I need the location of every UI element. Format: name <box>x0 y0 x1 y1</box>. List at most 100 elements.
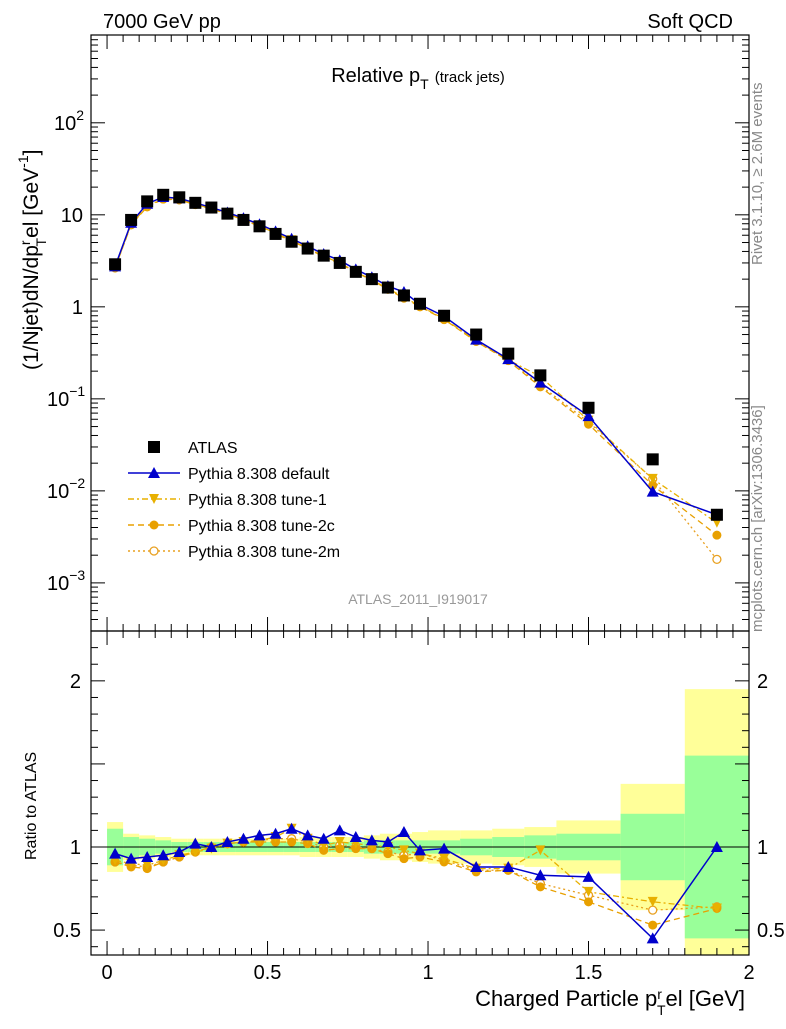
point-data <box>534 369 547 382</box>
main-panel-series <box>109 188 723 565</box>
x-tick-label: 0.5 <box>254 962 282 984</box>
x-tick-label: 2 <box>743 962 754 984</box>
ratio-point-default <box>189 837 202 849</box>
point-tune2c <box>648 480 658 490</box>
series-line-tune2c <box>114 198 718 536</box>
point-data <box>141 195 154 208</box>
ratio-point-default <box>301 829 314 841</box>
point-data <box>470 328 483 341</box>
legend-label-data: ATLAS <box>188 440 238 457</box>
ratio-point-tune1 <box>190 846 201 857</box>
ratio-point-default <box>285 822 298 834</box>
legend-label-tune2m: Pythia 8.308 tune-2m <box>188 544 340 561</box>
ratio-panel-axes: 0 0.5 1 1.5 20.5 0.51 12 2 <box>53 630 785 984</box>
point-data <box>349 265 362 278</box>
mcplots-label: mcplots.cern.ch [arXiv:1306.3436] <box>749 405 766 632</box>
x-axis-label: Charged Particle pr Tel [GeV] <box>475 986 745 1018</box>
point-data <box>125 213 138 226</box>
point-data <box>157 188 170 201</box>
ratio-point-default <box>317 832 330 844</box>
x-tick-label: 1.5 <box>575 962 603 984</box>
ratio-point-default <box>173 845 186 857</box>
point-data <box>173 191 186 204</box>
point-data <box>301 242 314 255</box>
ratio-point-default <box>269 827 282 839</box>
point-data <box>582 401 595 414</box>
ratio-point-default <box>438 842 451 854</box>
ratio-point-tune1 <box>647 896 658 907</box>
ratio-point-default <box>125 852 138 864</box>
legend-marker-tune2m <box>149 546 159 556</box>
ratio-point-tune1 <box>535 845 546 856</box>
ratio-point-default <box>534 869 547 881</box>
ratio-point-default <box>157 849 170 861</box>
ratio-y-tick-label: 2 <box>70 671 81 693</box>
ratio-panel-frame <box>90 630 750 956</box>
ratio-point-tune2c <box>584 897 594 907</box>
point-data <box>502 347 515 360</box>
ratio-point-default <box>710 841 723 852</box>
ratio-point-tune2c <box>648 920 658 930</box>
legend-marker-tune1 <box>149 494 159 504</box>
ratio-y-axis-label: Ratio to ATLAS <box>23 752 40 860</box>
ratio-point-default <box>646 932 659 944</box>
legend-marker-default <box>148 467 160 478</box>
ratio-line-tune1 <box>114 827 717 910</box>
point-data <box>205 201 218 214</box>
ratio-point-default <box>333 824 346 836</box>
point-data <box>189 196 202 209</box>
point-data <box>317 249 330 262</box>
header-right: Soft QCD <box>647 11 733 33</box>
ratio-point-default <box>253 829 266 841</box>
legend-label-default: Pythia 8.308 default <box>188 466 330 483</box>
y-tick-label: 10−1 <box>47 383 85 411</box>
point-data <box>438 309 451 322</box>
point-tune2m <box>712 554 722 565</box>
point-default <box>646 485 659 497</box>
point-data <box>269 227 282 240</box>
ratio-point-tune2m <box>648 905 658 915</box>
y-tick-label: 102 <box>54 107 84 135</box>
point-data <box>710 508 723 521</box>
x-tick-label: 0 <box>101 962 112 984</box>
main-title: Relative pT (track jets) <box>331 65 505 92</box>
header-left: 7000 GeV pp <box>103 11 221 33</box>
ratio-point-tune1 <box>583 886 594 897</box>
point-data <box>646 453 659 466</box>
point-default <box>582 410 595 422</box>
ratio-point-tune1 <box>334 837 345 848</box>
ratio-point-default <box>221 836 234 848</box>
main-y-axis-label: (1/Njet)dN/dprTel [GeV-1] <box>15 150 49 370</box>
ratio-y-tick-label-right: 2 <box>757 671 768 693</box>
ratio-y-tick-label-right: 1 <box>757 837 768 859</box>
ratio-point-default <box>141 850 154 862</box>
point-data <box>397 289 410 302</box>
legend: ATLAS Pythia 8.308 default Pythia 8.308 tu… <box>128 440 340 561</box>
legend-label-tune2c: Pythia 8.308 tune-2c <box>188 518 335 535</box>
ratio-point-default <box>397 826 410 838</box>
y-tick-label: 10−3 <box>47 567 85 595</box>
ratio-point-tune2c <box>383 849 393 859</box>
legend-marker-data <box>148 441 160 453</box>
ratio-panel-background <box>91 689 749 955</box>
y-tick-label: 1 <box>72 297 83 319</box>
ratio-point-default <box>365 834 378 846</box>
point-data <box>381 281 394 294</box>
legend-marker-tune2c <box>149 520 159 530</box>
ratio-y-tick-label: 1 <box>70 837 81 859</box>
ratio-point-tune1 <box>142 860 153 871</box>
point-data <box>365 273 378 286</box>
main-panel-frame <box>90 34 750 632</box>
point-data <box>109 258 122 271</box>
ratio-point-tune2c <box>287 837 297 847</box>
main-panel-axes: 10−3 10−2 10−1 1 10 102 <box>47 34 750 632</box>
ratio-y-tick-label-right: 0.5 <box>757 920 785 942</box>
legend-label-tune1: Pythia 8.308 tune-1 <box>188 492 327 509</box>
point-default <box>534 376 547 388</box>
x-tick-label: 1 <box>422 962 433 984</box>
ratio-point-tune2c <box>335 844 345 854</box>
point-data <box>221 207 234 220</box>
y-tick-label: 10−2 <box>47 475 85 503</box>
point-tune1 <box>647 473 658 484</box>
